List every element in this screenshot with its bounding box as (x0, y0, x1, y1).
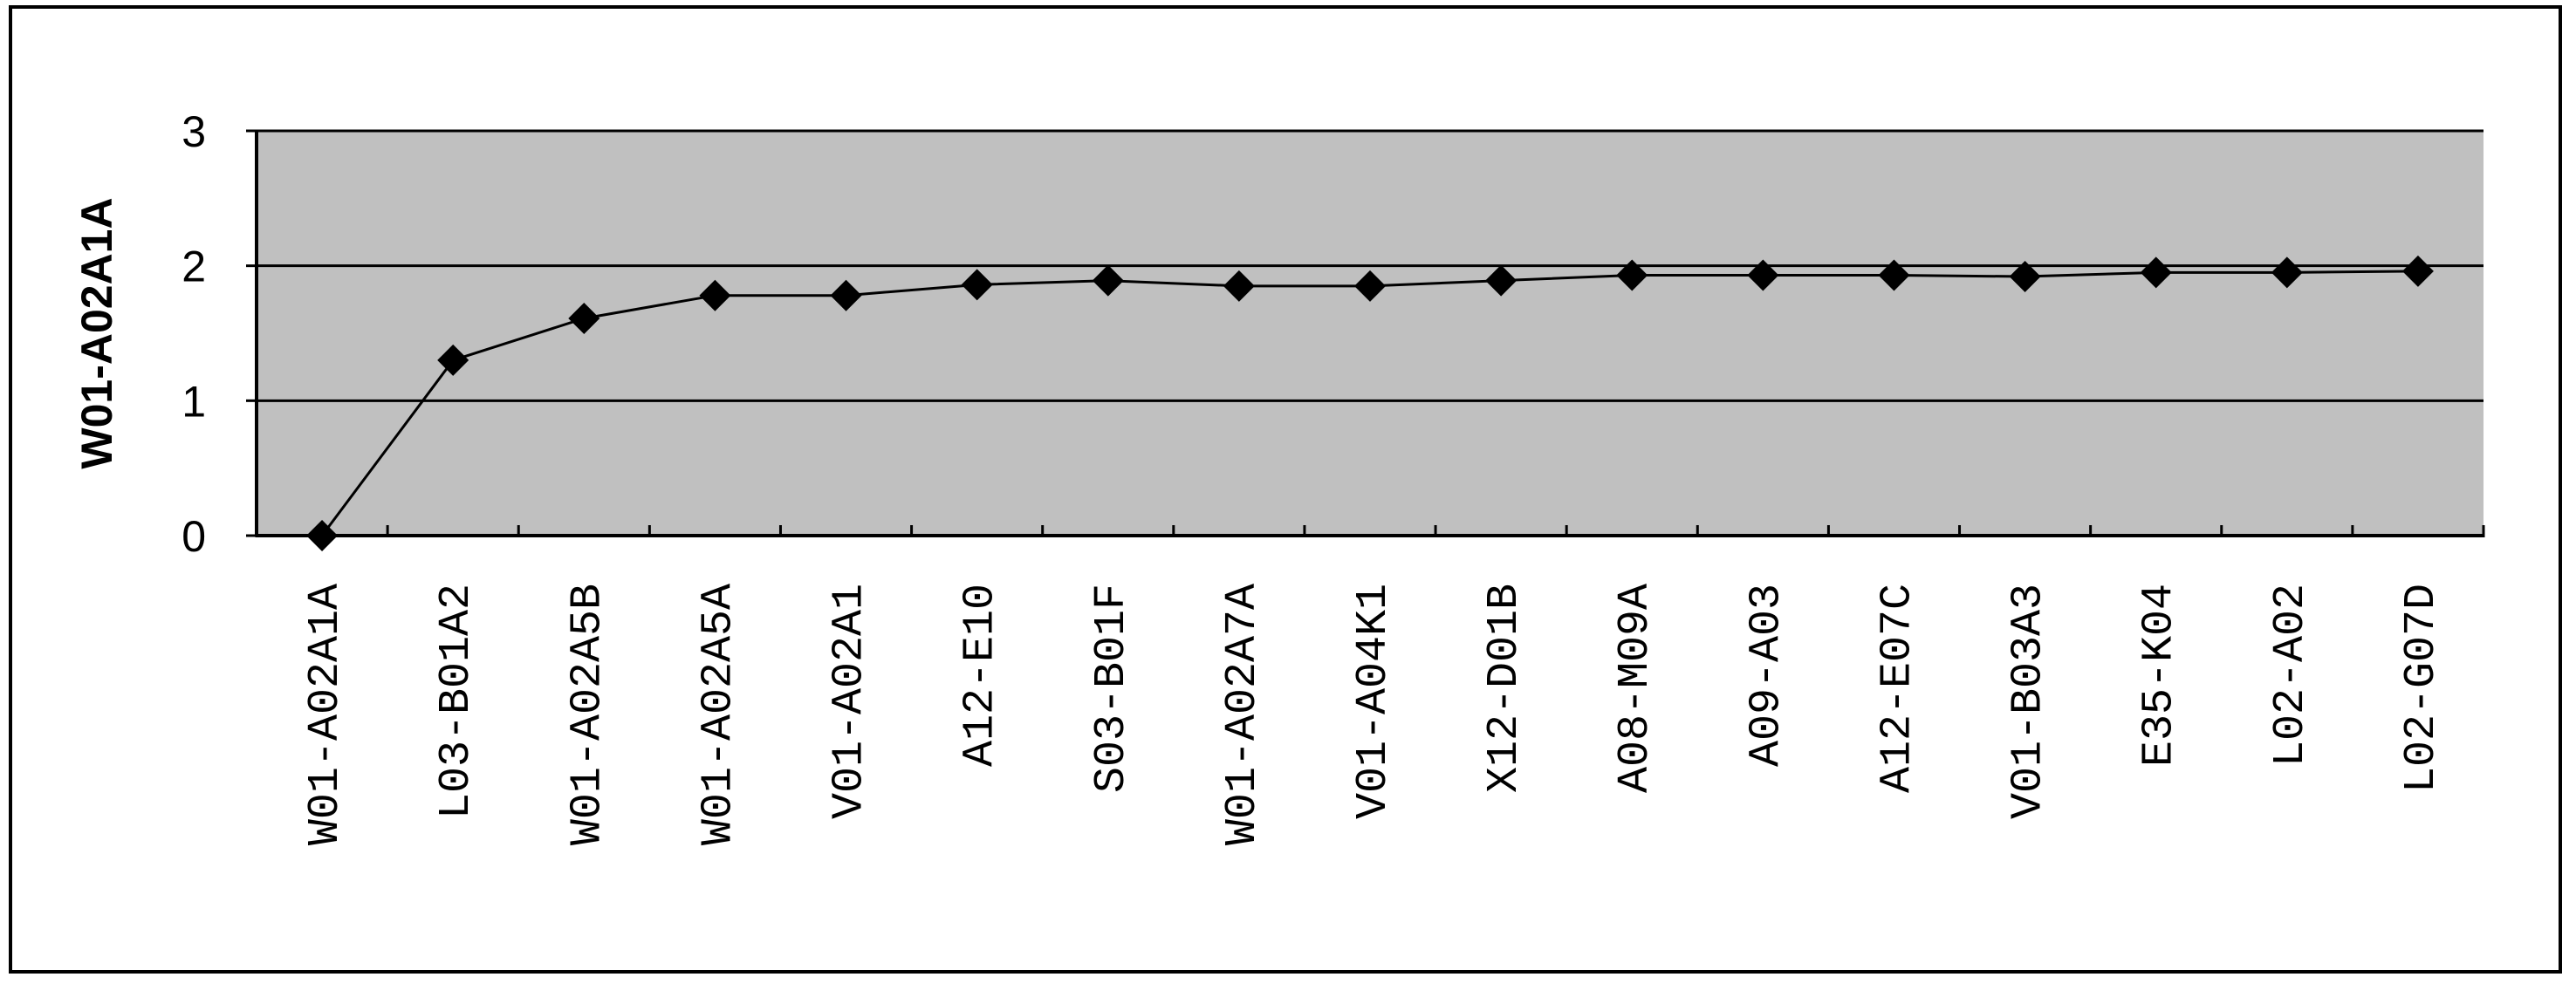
x-tick-label: W01-A02A1A (301, 584, 351, 845)
data-point-marker (1878, 259, 1910, 291)
y-tick-label: 1 (182, 377, 206, 426)
plot-area (257, 131, 2484, 536)
series-group (306, 255, 2434, 551)
data-point-marker (961, 269, 993, 301)
data-point-marker (1223, 270, 1255, 302)
x-tick-labels: W01-A02A1A L03-B01A2 W01-A02A5B W01-A02A5A V… (301, 584, 2447, 845)
axes (246, 129, 2485, 537)
data-point-marker (1616, 259, 1648, 291)
x-tick-label: L02-G07D (2397, 584, 2447, 793)
x-tick-label: V01-A02A1 (826, 584, 875, 819)
data-point-marker (2009, 261, 2041, 293)
data-point-marker (830, 279, 862, 311)
data-point-marker (1092, 264, 1124, 297)
x-tick-label: A09-A03 (1742, 584, 1792, 767)
y-tick-label: 0 (182, 512, 206, 561)
data-point-marker (568, 302, 600, 334)
data-point-marker (1747, 259, 1779, 291)
y-tick-label: 2 (182, 243, 206, 291)
x-tick-label: A08-M09A (1611, 584, 1661, 793)
x-tick-label: E35-K04 (2135, 584, 2185, 767)
y-tick-label: 3 (182, 107, 206, 156)
data-point-marker (437, 344, 469, 376)
y-axis-label: W01-A02A1A (72, 197, 121, 468)
x-tick-label: W01-A02A5B (563, 584, 613, 845)
x-tick-label: A12-E07C (1873, 584, 1922, 793)
x-tick-label: A12-E10 (956, 584, 1006, 767)
data-point-marker (699, 279, 731, 311)
data-point-marker (2271, 256, 2303, 289)
gridlines (257, 129, 2484, 402)
y-tick-labels: 0 1 2 3 (182, 107, 206, 561)
x-tick-label: L03-B01A2 (432, 584, 482, 819)
x-tick-label: S03-B01F (1087, 584, 1137, 793)
data-point-marker (2140, 256, 2172, 289)
x-tick-label: W01-A02A7A (1218, 584, 1268, 845)
data-point-marker (306, 520, 339, 551)
x-tick-label: L02-A02 (2266, 584, 2316, 767)
data-point-marker (1354, 270, 1386, 302)
x-tick-label: W01-A02A5A (694, 584, 743, 845)
data-point-marker (2401, 255, 2434, 287)
x-tick-label: V01-A04K1 (1349, 584, 1399, 819)
x-tick-label: V01-B03A3 (2004, 584, 2054, 819)
data-point-marker (1485, 264, 1518, 297)
x-tick-label: X12-D01B (1480, 584, 1530, 793)
